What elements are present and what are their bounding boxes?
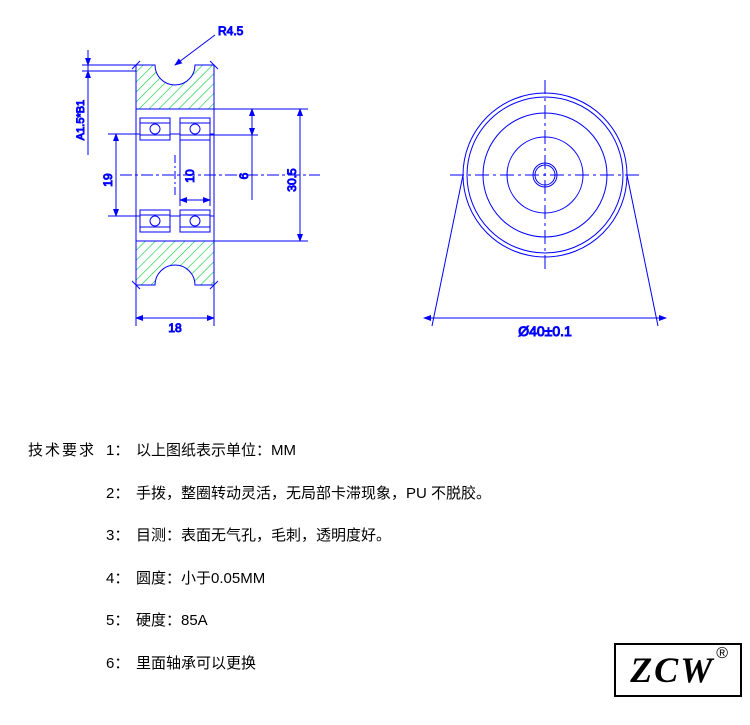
dim-6: 6 [237, 172, 251, 179]
registered-mark: ® [716, 645, 728, 662]
note-text: 硬度：85A [136, 610, 588, 633]
dim-10: 10 [183, 169, 197, 183]
note-num: 2： [106, 483, 136, 506]
note-text: 目测：表面无气孔，毛刺，透明度好。 [136, 525, 588, 548]
note-num: 1： [106, 440, 136, 463]
note-num: 3： [106, 525, 136, 548]
note-num: 6： [106, 653, 136, 676]
note-row: 6： 里面轴承可以更换 [28, 653, 588, 676]
dim-chamfer: A1.5*B1 [75, 100, 87, 140]
note-row: 5： 硬度：85A [28, 610, 588, 633]
note-row: 4： 圆度：小于0.05MM [28, 568, 588, 591]
note-text: 手拨，整圈转动灵活，无局部卡滞现象，PU 不脱胶。 [136, 483, 588, 506]
note-row: 技术要求 1： 以上图纸表示单位：MM [28, 440, 588, 463]
logo-text: ZCW [630, 650, 714, 690]
dim-18: 18 [168, 321, 182, 335]
engineering-drawing: R4.5 30.5 6 10 19 A1.5*B1 18 Ø40±0.1 [0, 0, 750, 380]
note-row: 2： 手拨，整圈转动灵活，无局部卡滞现象，PU 不脱胶。 [28, 483, 588, 506]
note-num: 5： [106, 610, 136, 633]
note-text: 以上图纸表示单位：MM [136, 440, 588, 463]
technical-requirements: 技术要求 1： 以上图纸表示单位：MM 2： 手拨，整圈转动灵活，无局部卡滞现象… [28, 440, 588, 695]
dim-r: R4.5 [218, 24, 244, 38]
brand-logo: ZCW® [614, 643, 742, 697]
section-view: R4.5 30.5 6 10 19 A1.5*B1 18 [75, 24, 320, 335]
dim-dia: Ø40±0.1 [518, 323, 572, 339]
note-text: 圆度：小于0.05MM [136, 568, 588, 591]
note-num: 4： [106, 568, 136, 591]
notes-heading: 技术要求 [28, 440, 106, 463]
note-row: 3： 目测：表面无气孔，毛刺，透明度好。 [28, 525, 588, 548]
front-view: Ø40±0.1 [424, 80, 666, 339]
dim-19: 19 [101, 173, 115, 187]
note-text: 里面轴承可以更换 [136, 653, 588, 676]
drawing-svg: R4.5 30.5 6 10 19 A1.5*B1 18 Ø40±0.1 [0, 0, 750, 380]
dim-od: 30.5 [285, 168, 299, 192]
